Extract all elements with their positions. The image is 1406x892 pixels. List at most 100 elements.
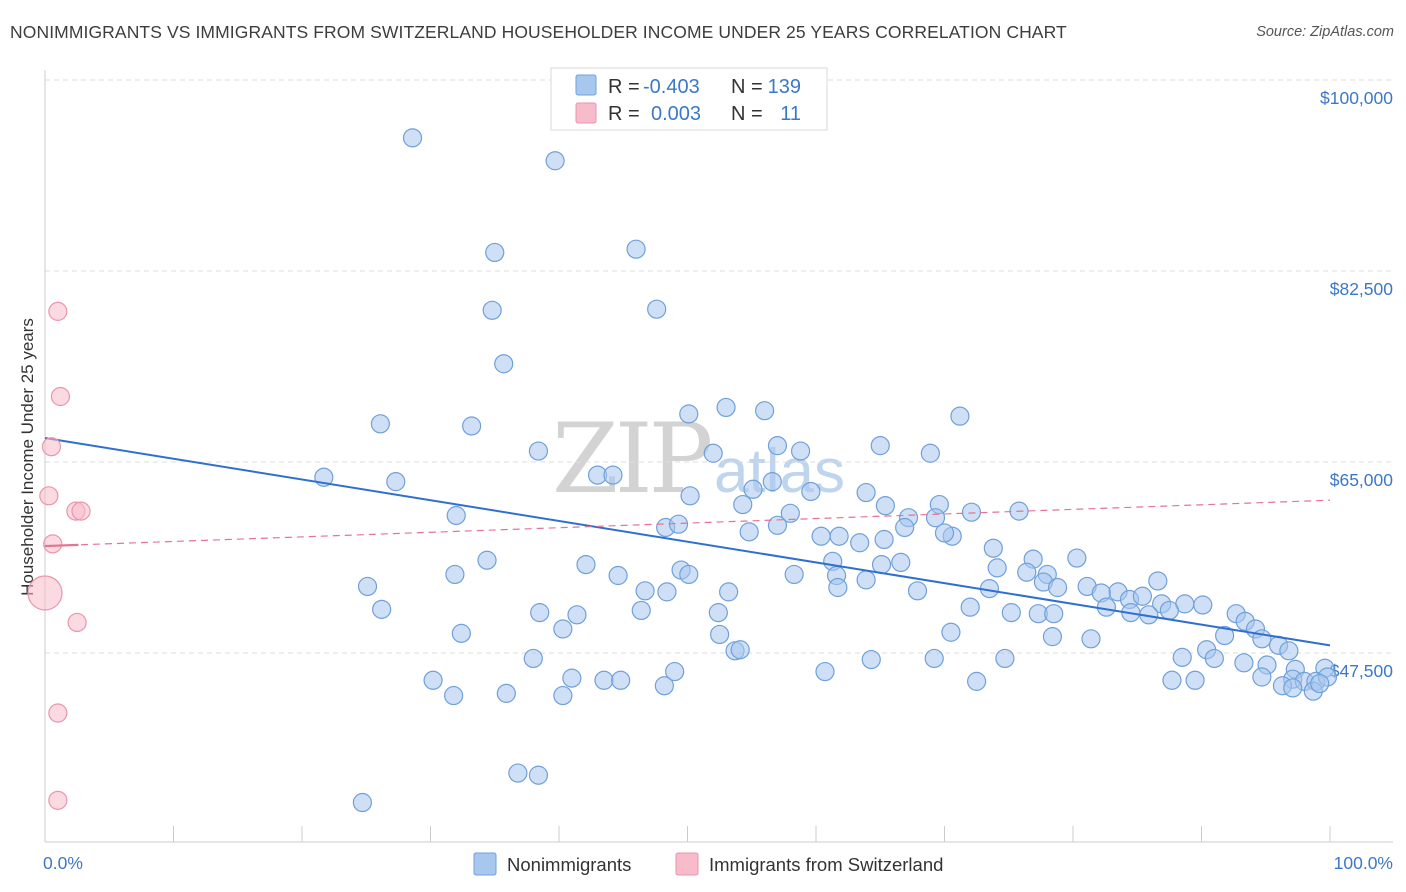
point-0-31 (446, 505, 466, 526)
point-0-24 (762, 472, 782, 492)
point-0-7 (370, 414, 390, 434)
point-0-132 (1252, 667, 1272, 687)
legend-box (550, 67, 828, 131)
point-0-29 (875, 496, 895, 516)
point-0-63 (1017, 562, 1037, 582)
point-1-2 (41, 437, 62, 457)
point-0-14 (528, 441, 549, 461)
correlation-legend: R = -0.403 N = 139 R = 0.003 N = 11 (550, 67, 828, 131)
point-0-144 (654, 676, 674, 696)
point-1-9 (48, 703, 68, 723)
legend-r-label-2: R = (608, 103, 640, 125)
legend-n-label-2: N = (731, 103, 763, 125)
point-0-137 (496, 683, 516, 703)
point-0-80 (1132, 586, 1152, 606)
point-0-45 (895, 517, 915, 538)
point-0-47 (934, 523, 955, 543)
trend-line-1 (44, 499, 1331, 547)
bottom-legend-swatch-immigrants (675, 852, 699, 876)
point-0-131 (1185, 670, 1205, 690)
point-0-104 (1042, 627, 1063, 647)
point-0-25 (801, 481, 821, 502)
point-0-70 (635, 581, 655, 601)
point-0-102 (710, 624, 730, 645)
y-axis-label: Householder Income Under 25 years (18, 318, 37, 596)
point-0-88 (708, 603, 728, 623)
legend-r-value-2: 0.003 (651, 103, 701, 125)
point-0-13 (754, 401, 775, 421)
point-0-116 (1172, 647, 1192, 667)
point-0-41 (811, 526, 831, 546)
legend-swatch-nonimmigrants (575, 74, 597, 96)
point-0-12 (716, 397, 736, 418)
point-0-16 (767, 436, 788, 456)
point-0-118 (1204, 648, 1224, 669)
point-1-8 (67, 612, 87, 633)
point-0-71 (657, 582, 677, 602)
legend-swatch-immigrants (575, 102, 597, 124)
point-0-11 (679, 404, 699, 424)
point-0-129 (967, 671, 987, 691)
point-0-93 (1096, 597, 1117, 617)
point-0-86 (567, 605, 587, 625)
point-0-5 (647, 299, 667, 319)
point-0-126 (562, 668, 582, 688)
point-0-28 (733, 494, 753, 515)
point-0-128 (815, 661, 835, 682)
point-0-142 (1310, 673, 1330, 694)
point-0-20 (386, 472, 406, 492)
point-0-53 (871, 554, 892, 575)
series-0 (44, 128, 1338, 813)
bottom-legend-label-nonimmigrants: Nonimmigrants (507, 854, 631, 875)
point-0-58 (445, 564, 465, 585)
point-0-109 (1279, 641, 1299, 661)
point-0-103 (941, 622, 961, 642)
point-0-113 (861, 649, 881, 670)
point-0-145 (508, 763, 528, 783)
point-0-1 (545, 151, 565, 171)
point-0-8 (462, 416, 482, 436)
point-0-15 (703, 443, 723, 463)
point-0-44 (874, 529, 894, 550)
point-0-2 (485, 242, 505, 263)
point-0-57 (1067, 548, 1087, 568)
point-1-5 (71, 501, 91, 521)
point-0-0 (402, 128, 423, 148)
point-0-43 (850, 533, 870, 553)
point-0-101 (451, 623, 471, 643)
point-1-6 (43, 534, 63, 554)
point-0-32 (780, 503, 800, 523)
gridlines (45, 79, 1393, 654)
point-0-106 (1215, 625, 1235, 646)
point-0-105 (1081, 629, 1101, 649)
point-0-72 (719, 582, 739, 602)
point-0-84 (372, 599, 392, 619)
point-0-4 (482, 300, 502, 320)
point-0-18 (870, 436, 890, 456)
legend-n-label-1: N = (731, 76, 763, 98)
y-tick-label-3: $47,500 (1330, 661, 1394, 681)
point-0-138 (553, 685, 573, 706)
point-1-3 (39, 486, 59, 506)
point-1-10 (48, 790, 68, 810)
point-0-10 (950, 406, 970, 426)
point-0-90 (1001, 603, 1021, 623)
point-0-92 (1044, 604, 1064, 624)
point-0-124 (594, 670, 614, 690)
point-0-146 (528, 765, 549, 785)
trend-line-solid-1 (44, 543, 79, 548)
point-0-89 (960, 597, 980, 617)
point-0-34 (925, 508, 946, 528)
legend-r-label-1: R = (608, 76, 640, 98)
point-0-6 (494, 354, 514, 374)
point-0-75 (907, 581, 928, 601)
point-0-22 (603, 465, 623, 485)
point-0-68 (1148, 571, 1168, 591)
y-tick-label-2: $65,000 (1330, 470, 1394, 490)
point-0-96 (1159, 600, 1179, 621)
point-0-54 (891, 552, 911, 573)
y-tick-label-1: $82,500 (1330, 279, 1394, 299)
point-0-147 (352, 792, 372, 813)
point-0-87 (631, 600, 651, 621)
